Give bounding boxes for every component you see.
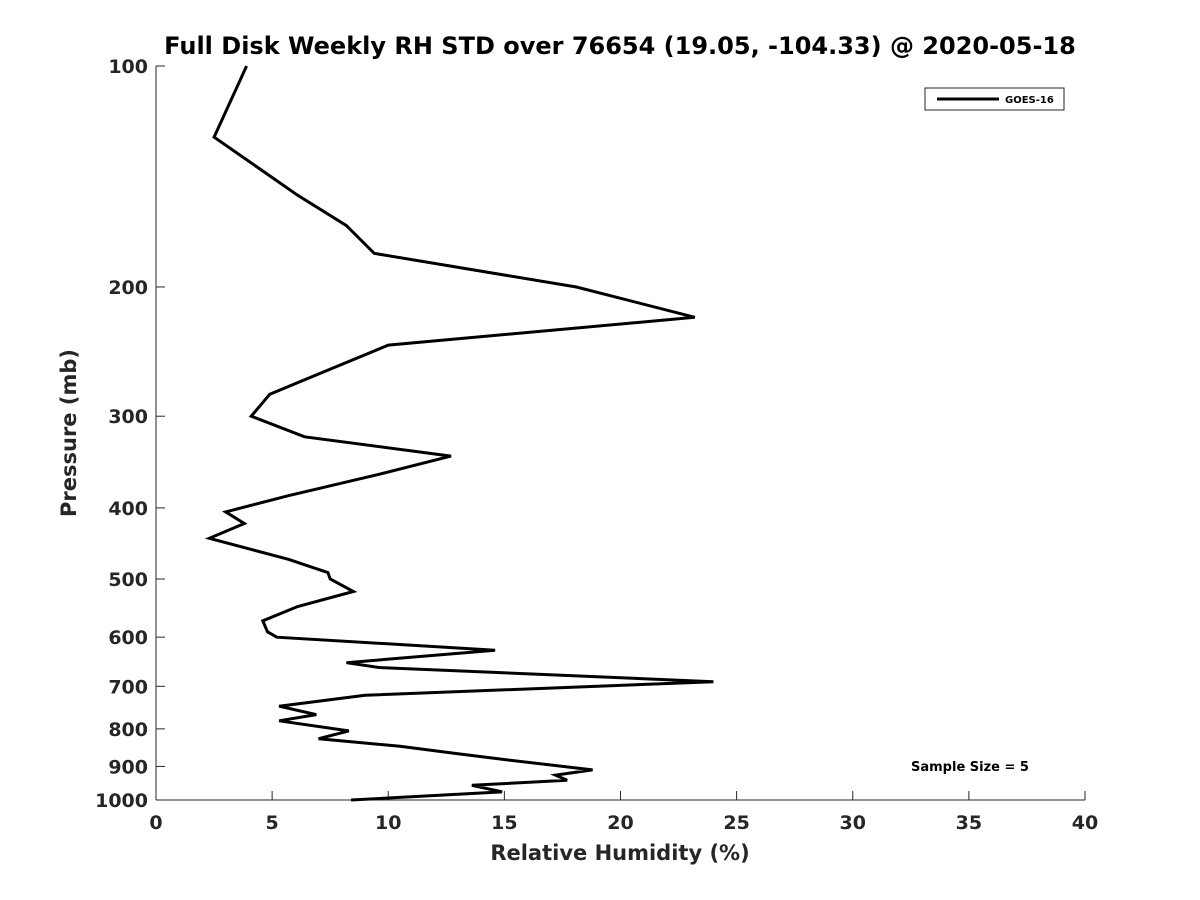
x-tick-label: 15	[491, 812, 517, 834]
sample-size-annotation: Sample Size = 5	[911, 760, 1029, 775]
plot-lines	[204, 65, 714, 802]
x-tick-label: 30	[840, 812, 866, 834]
y-tick-label: 900	[108, 756, 148, 778]
x-tick-label: 10	[375, 812, 401, 834]
y-tick-label: 300	[108, 406, 148, 428]
x-tick-label: 20	[607, 812, 633, 834]
legend: GOES-16	[924, 87, 1065, 111]
y-tick-label: 700	[108, 676, 148, 698]
y-tick-label: 800	[108, 719, 148, 741]
y-tick-label: 1000	[95, 790, 148, 812]
x-tick-label: 40	[1072, 812, 1098, 834]
y-tick-label: 600	[108, 627, 148, 649]
axes: 0 5 10 15 20 25 30 35 40 100 200 300 400 500 600 700 800…	[95, 56, 1098, 834]
y-tick-label: 400	[108, 498, 148, 520]
x-tick-label: 25	[723, 812, 749, 834]
x-tick-label: 35	[956, 812, 982, 834]
y-tick-label: 100	[108, 56, 148, 78]
x-axis-label: Relative Humidity (%)	[490, 841, 749, 865]
chart-title: Full Disk Weekly RH STD over 76654 (19.0…	[164, 32, 1076, 60]
y-axis-label: Pressure (mb)	[57, 349, 81, 517]
y-tick-label: 200	[108, 277, 148, 299]
x-tick-label: 5	[266, 812, 279, 834]
series-line-goes-16	[204, 65, 714, 802]
legend-label-goes-16: GOES-16	[1005, 95, 1054, 106]
y-tick-label: 500	[108, 569, 148, 591]
x-tick-label: 0	[149, 812, 162, 834]
